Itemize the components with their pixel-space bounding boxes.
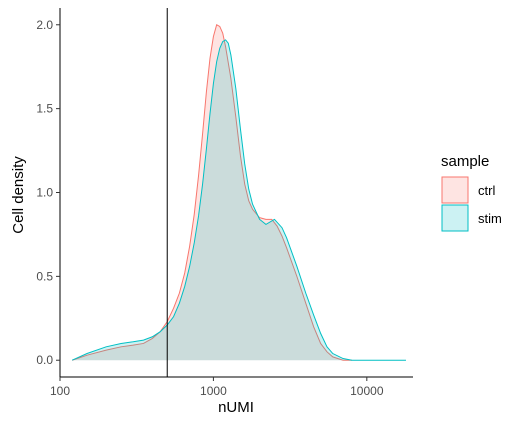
x-tick-label: 1000	[200, 384, 227, 398]
density-line-stim	[71, 39, 406, 361]
density-area-stim	[72, 39, 406, 361]
y-tick-label: 1.5	[36, 102, 53, 116]
legend: sample ctrl stim	[441, 153, 502, 232]
legend-key-stim	[441, 204, 469, 232]
y-tick-label: 0.0	[36, 353, 53, 367]
legend-label-ctrl: ctrl	[478, 183, 495, 198]
y-tick-label: 0.5	[36, 269, 53, 283]
x-tick-label: 10000	[350, 384, 384, 398]
legend-key-ctrl	[441, 176, 469, 204]
y-axis-title: Cell density	[10, 156, 27, 234]
axes-layer: 0.0 0.5 1.0 1.5 2.0 100 1000 10000	[36, 8, 413, 398]
x-tick-label: 100	[50, 384, 70, 398]
legend-title: sample	[441, 153, 489, 170]
y-tick-label: 2.0	[36, 18, 53, 32]
x-axis-title: nUMI	[218, 399, 254, 416]
legend-label-stim: stim	[478, 211, 502, 226]
series-layer	[71, 24, 406, 361]
plot-panel	[60, 8, 413, 377]
y-tick-label: 1.0	[36, 186, 53, 200]
density-area-ctrl	[72, 24, 352, 361]
plot-background	[60, 8, 413, 377]
